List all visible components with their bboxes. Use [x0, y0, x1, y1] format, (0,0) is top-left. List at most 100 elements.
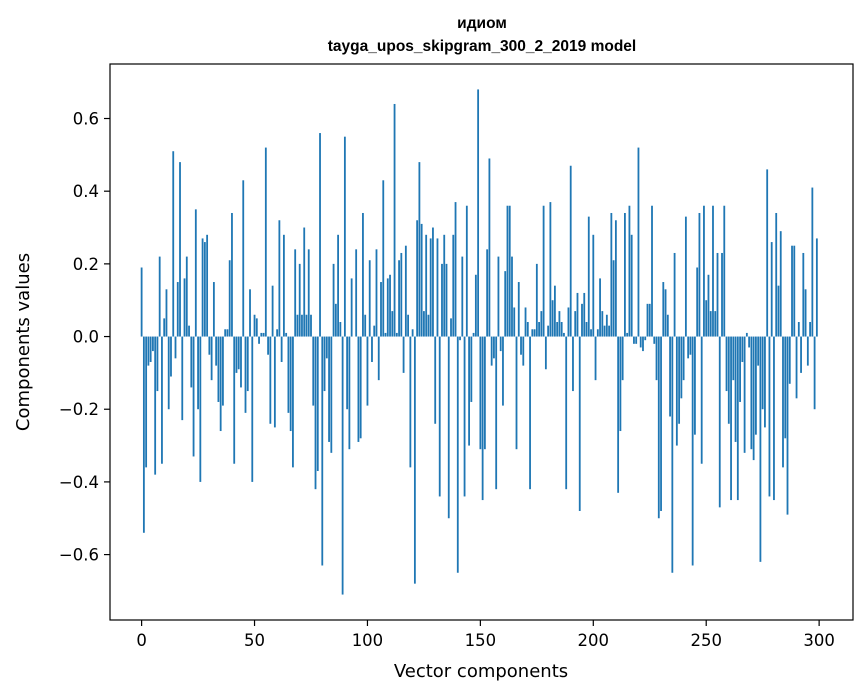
bar-46	[244, 336, 247, 413]
bar-84	[330, 336, 333, 453]
bar-294	[804, 289, 807, 337]
bar-273	[757, 336, 760, 366]
bar-114	[398, 260, 400, 337]
bar-57	[269, 336, 272, 424]
bar-106	[380, 282, 382, 337]
bar-282	[777, 285, 780, 337]
bar-112	[393, 103, 396, 337]
bar-263	[734, 336, 737, 442]
bar-15	[174, 336, 177, 359]
bar-91	[346, 336, 349, 410]
bar-291	[797, 322, 800, 337]
bar-59	[273, 336, 276, 428]
bar-209	[612, 260, 615, 337]
bar-16	[176, 282, 179, 337]
bar-166	[515, 336, 518, 450]
bar-65	[287, 336, 290, 413]
bar-58	[271, 285, 274, 337]
bar-181	[549, 202, 552, 337]
bar-172	[529, 336, 531, 490]
bar-140	[456, 336, 459, 573]
bar-270	[750, 336, 753, 450]
bar-77	[314, 336, 317, 490]
bar-127	[427, 314, 430, 337]
bar-75	[310, 314, 312, 337]
bar-288	[791, 245, 793, 337]
bar-100	[366, 336, 369, 406]
bar-88	[339, 322, 342, 337]
bar-196	[583, 292, 586, 337]
bar-220	[637, 147, 640, 337]
y-tick-label: −0.4	[59, 473, 99, 492]
bar-27	[201, 238, 204, 337]
bar-31	[210, 336, 213, 381]
bar-128	[429, 238, 432, 337]
bar-22	[190, 336, 193, 388]
bar-262	[732, 336, 735, 381]
bar-85	[332, 263, 335, 337]
bar-234	[669, 336, 671, 417]
bar-251	[707, 274, 710, 337]
bar-series	[140, 89, 818, 595]
bar-237	[675, 336, 678, 446]
bar-254	[714, 311, 717, 337]
bar-119	[409, 336, 412, 468]
bar-132	[438, 336, 441, 497]
bar-150	[479, 336, 482, 450]
bar-108	[384, 332, 387, 337]
bar-113	[395, 332, 398, 337]
x-tick-label: 150	[465, 631, 497, 650]
bar-210	[614, 220, 617, 337]
bar-278	[768, 336, 771, 497]
bar-253	[712, 205, 714, 337]
bar-276	[764, 336, 766, 428]
bar-266	[741, 336, 744, 362]
bar-121	[413, 336, 416, 584]
bar-14	[172, 151, 175, 337]
bar-99	[364, 314, 367, 337]
bar-264	[736, 336, 739, 501]
bar-133	[441, 263, 443, 337]
bar-191	[572, 336, 574, 392]
bar-248	[700, 336, 703, 464]
bar-32	[212, 282, 215, 337]
bar-280	[773, 336, 775, 501]
bar-149	[477, 89, 480, 337]
y-tick-label: −0.2	[59, 400, 99, 419]
bar-29	[206, 234, 209, 337]
bar-24	[194, 209, 197, 337]
bar-13	[170, 336, 172, 377]
bar-96	[357, 336, 360, 442]
bar-256	[718, 336, 721, 508]
bar-295	[806, 336, 809, 366]
bar-235	[671, 336, 674, 573]
bar-268	[745, 332, 748, 337]
bar-102	[371, 336, 373, 362]
bar-44	[240, 336, 242, 388]
bar-297	[811, 187, 814, 337]
bar-83	[328, 336, 330, 442]
bar-61	[278, 220, 281, 337]
bar-158	[497, 256, 500, 337]
bar-184	[556, 322, 559, 337]
bar-199	[590, 329, 592, 337]
bar-129	[432, 227, 434, 337]
bar-230	[660, 336, 662, 511]
bar-71	[301, 314, 303, 337]
bar-173	[531, 329, 534, 337]
bar-190	[569, 165, 572, 337]
bar-289	[793, 245, 796, 337]
bar-148	[474, 274, 477, 337]
bar-134	[443, 234, 446, 337]
bar-42	[235, 336, 238, 373]
y-tick-label: 0.4	[73, 182, 99, 201]
bar-178	[542, 205, 545, 337]
bar-187	[563, 332, 565, 337]
bar-232	[664, 289, 667, 337]
chart-title: идиом	[457, 15, 507, 32]
bar-275	[761, 336, 764, 410]
bar-241	[684, 216, 687, 337]
bar-115	[400, 252, 403, 337]
bar-3	[147, 336, 150, 366]
bar-154	[488, 158, 491, 337]
